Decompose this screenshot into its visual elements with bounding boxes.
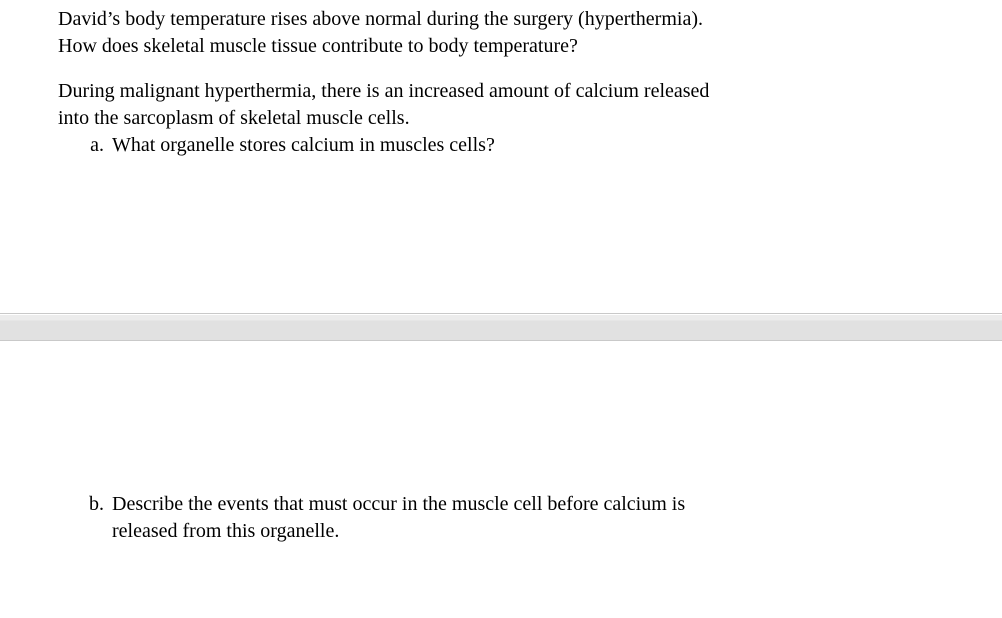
question-1-line1: David’s body temperature rises above nor… xyxy=(58,6,982,33)
question-2b-line2: released from this organelle. xyxy=(112,518,982,545)
question-2-line2: into the sarcoplasm of skeletal muscle c… xyxy=(58,105,982,132)
question-2b-container: b. Describe the events that must occur i… xyxy=(0,491,1002,545)
question-2a: a. What organelle stores calcium in musc… xyxy=(58,132,982,159)
question-2b: b. Describe the events that must occur i… xyxy=(58,491,982,545)
question-2a-text: What organelle stores calcium in muscles… xyxy=(112,134,495,156)
page-break-bar xyxy=(0,313,1002,341)
question-1: 1. David’s body temperature rises above … xyxy=(0,0,1002,60)
question-2a-marker: a. xyxy=(80,132,104,159)
question-2b-marker: b. xyxy=(80,491,104,518)
question-2-line1: During malignant hyperthermia, there is … xyxy=(58,78,982,105)
question-1-line2: How does skeletal muscle tissue contribu… xyxy=(58,33,982,60)
question-2: 2. During malignant hyperthermia, there … xyxy=(0,60,1002,159)
question-2b-line1: Describe the events that must occur in t… xyxy=(112,493,685,515)
